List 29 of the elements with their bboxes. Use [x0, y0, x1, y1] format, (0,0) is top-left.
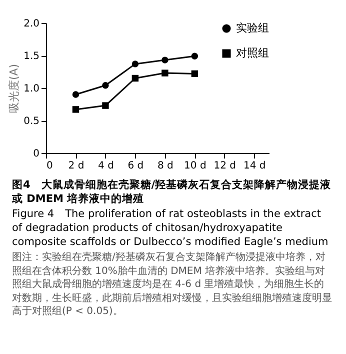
- x-tick-label: 10 d: [184, 160, 206, 172]
- x-tick-label: 4 d: [98, 160, 114, 172]
- y-tick-label: 1.5: [24, 51, 40, 62]
- x-tick-label: 0: [46, 160, 53, 172]
- point: [132, 74, 139, 82]
- y-axis-title: 吸光度(A): [8, 64, 21, 114]
- point: [132, 60, 139, 68]
- point: [191, 52, 198, 60]
- text: 图注：实验组在壳聚糖/羟基磷灰石复合支架降解产物浸提液中培养，对照组在含体积分数 10%胎牛血清的 DMEM 培养液中培养。实验组与对照组大鼠成骨细胞的增殖速度均是在 4-6 d 里增殖最快，为细胞生长的对数期，生长旺盛，此期前后增殖相对缓慢，且实验组细胞增殖速度明显高于对照组(P < 0.05)。: [12, 251, 333, 318]
- point: [72, 91, 80, 98]
- x-tick-label: 12 d: [214, 160, 236, 172]
- point: [102, 102, 109, 109]
- point: [72, 106, 80, 113]
- point: [102, 82, 109, 89]
- x-tick-label: 2 d: [68, 160, 84, 172]
- y-tick-label: 0: [33, 148, 40, 160]
- x-tick-label: 8 d: [157, 160, 174, 172]
- x-tick-label: 6 d: [128, 160, 144, 172]
- text: 图4 大鼠成骨细胞在壳聚糖/羟基磷灰石复合支架降解产物浸提液或 DMEM 培养液中的增殖: [12, 178, 332, 206]
- y-tick-label: 0.5: [24, 116, 40, 127]
- legend-label: 实验组: [236, 22, 269, 34]
- x-tick-label: 14 d: [244, 160, 266, 172]
- text: Figure 4 The proliferation of rat osteoblasts in the extract of degradation products of chitosan/hydroxyapatite composite scaffolds or Dulbecco’s modified Eagle’s medium: [12, 207, 330, 249]
- y-tick-label: 2.0: [24, 18, 40, 30]
- point: [162, 56, 168, 64]
- point: [162, 70, 168, 76]
- point: [191, 70, 198, 78]
- y-tick-label: 1.0: [24, 84, 40, 94]
- legend-label: 对照组: [236, 46, 269, 60]
